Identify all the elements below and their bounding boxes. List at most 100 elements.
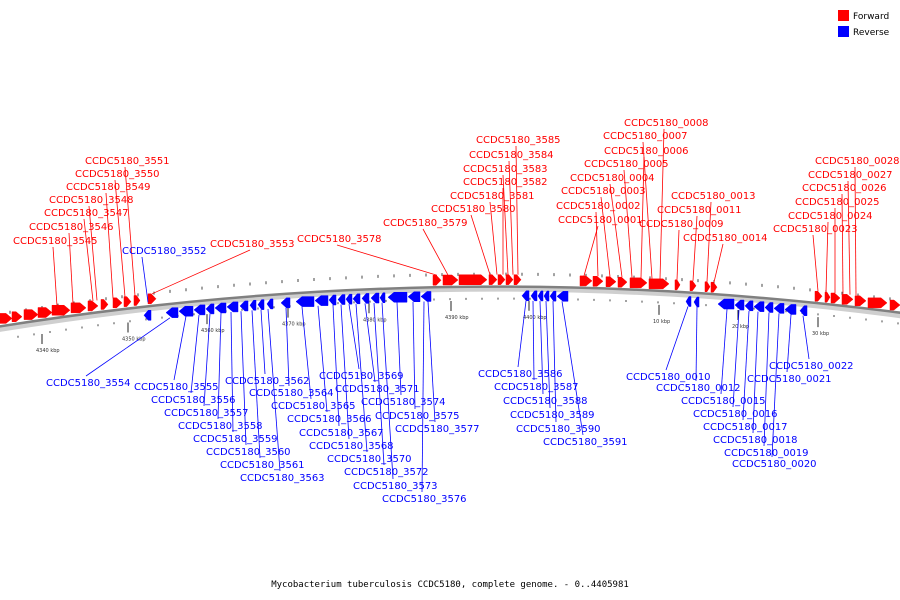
reverse-gene-arrow <box>521 290 530 302</box>
reverse-gene-label: CCDC5180_0010 <box>626 372 711 383</box>
forward-gene-label: CCDC5180_0002 <box>556 201 641 212</box>
forward-gene-label: CCDC5180_0013 <box>671 191 756 202</box>
reverse-leader-line <box>561 301 584 436</box>
forward-gene-label: CCDC5180_3578 <box>297 234 382 245</box>
forward-gene-arrow <box>592 276 604 287</box>
forward-leader-line <box>841 193 844 294</box>
forward-gene-arrow <box>11 311 23 322</box>
forward-gene-label: CCDC5180_3584 <box>469 150 554 161</box>
forward-leader-line <box>812 234 819 292</box>
forward-leader-line <box>642 141 653 279</box>
forward-gene-arrow <box>579 275 593 287</box>
forward-gene-arrow <box>442 274 459 286</box>
forward-gene-arrow <box>648 278 670 290</box>
reverse-gene-label: CCDC5180_3560 <box>206 447 291 458</box>
reverse-gene-label: CCDC5180_3574 <box>361 397 446 408</box>
forward-gene-arrow <box>497 274 506 285</box>
reverse-leader-line <box>260 309 266 375</box>
reverse-gene-arrow <box>420 291 432 302</box>
tick-label: 4390 kbp <box>445 315 469 321</box>
forward-gene-arrow <box>824 291 831 303</box>
forward-genes <box>0 274 900 324</box>
forward-leader-line <box>676 229 680 280</box>
forward-leader-line <box>105 192 114 299</box>
tick-label: 10 kbp <box>653 319 670 325</box>
reverse-gene-label: CCDC5180_0012 <box>656 383 741 394</box>
backbone-shadow <box>0 286 900 332</box>
reverse-gene-label: CCDC5180_0022 <box>769 361 854 372</box>
forward-gene-label: CCDC5180_3549 <box>66 182 151 193</box>
reverse-leader-line <box>285 307 290 387</box>
reverse-gene-arrow <box>361 293 370 304</box>
forward-leaders <box>52 128 857 306</box>
forward-leader-line <box>847 180 851 295</box>
reverse-gene-arrow <box>295 296 315 307</box>
reverse-leader-line <box>141 256 149 303</box>
reverse-gene-label: CCDC5180_3589 <box>510 410 595 421</box>
reverse-gene-arrow <box>280 297 291 309</box>
reverse-gene-label: CCDC5180_3576 <box>382 494 467 505</box>
forward-gene-arrow <box>854 295 867 307</box>
forward-leader-line <box>600 196 611 277</box>
reverse-gene-label: CCDC5180_3569 <box>319 371 404 382</box>
forward-gene-label: CCDC5180_0025 <box>795 197 880 208</box>
reverse-gene-arrow <box>178 305 194 317</box>
forward-gene-arrow <box>710 281 718 293</box>
reverse-gene-arrow <box>345 293 353 305</box>
reverse-leader-line <box>545 301 551 409</box>
reverse-gene-arrow <box>734 299 745 311</box>
forward-gene-label: CCDC5180_0027 <box>808 170 893 181</box>
reverse-leader-line <box>427 301 436 423</box>
reverse-leader-line <box>396 302 402 396</box>
legend-forward-swatch <box>838 10 849 21</box>
reverse-leaders <box>85 256 810 493</box>
reverse-leader-line <box>732 309 740 408</box>
reverse-gene-arrow <box>784 304 797 315</box>
reverse-gene-arrow <box>537 290 544 302</box>
reverse-gene-label: CCDC5180_0018 <box>713 435 798 446</box>
reverse-gene-label: CCDC5180_3562 <box>225 376 310 387</box>
reverse-gene-label: CCDC5180_3587 <box>494 382 579 393</box>
forward-gene-label: CCDC5180_3553 <box>210 239 295 250</box>
tick-label: 20 kbp <box>732 324 749 330</box>
reverse-gene-label: CCDC5180_3557 <box>164 408 249 419</box>
reverse-gene-label: CCDC5180_3567 <box>299 428 384 439</box>
forward-leader-line <box>88 205 98 301</box>
forward-gene-arrow <box>505 274 514 285</box>
reverse-gene-label: CCDC5180_3575 <box>375 411 460 422</box>
forward-gene-label: CCDC5180_0023 <box>773 224 858 235</box>
forward-gene-arrow <box>0 313 13 324</box>
reverse-leader-line <box>381 302 394 480</box>
reverse-leader-line <box>332 304 340 427</box>
forward-gene-arrow <box>488 274 498 285</box>
forward-gene-label: CCDC5180_0006 <box>604 146 689 157</box>
reverse-gene-label: CCDC5180_3573 <box>353 481 438 492</box>
forward-gene-arrow <box>147 293 157 305</box>
forward-leader-line <box>825 221 829 293</box>
reverse-leader-line <box>355 303 368 453</box>
reverse-gene-label: CCDC5180_0021 <box>747 374 832 385</box>
forward-leader-line <box>470 214 491 275</box>
reverse-leader-line <box>267 309 281 472</box>
forward-leader-line <box>659 128 665 279</box>
forward-gene-arrow <box>830 292 841 304</box>
forward-gene-label: CCDC5180_0005 <box>584 159 669 170</box>
reverse-leader-line <box>720 309 728 395</box>
reverse-gene-label: CCDC5180_0016 <box>693 409 778 420</box>
forward-gene-label: CCDC5180_0024 <box>788 211 873 222</box>
reverse-gene-arrow <box>407 291 421 303</box>
forward-leader-line <box>124 166 136 296</box>
forward-gene-arrow <box>841 294 854 305</box>
tick-label: 4400 kbp <box>523 315 547 321</box>
forward-gene-arrow <box>689 280 697 292</box>
forward-leader-line <box>68 232 74 304</box>
forward-leader-line <box>151 249 251 295</box>
reverse-gene-arrow <box>753 301 765 312</box>
reverse-gene-arrow <box>165 307 179 318</box>
reverse-gene-label: CCDC5180_3571 <box>335 384 420 395</box>
reverse-gene-arrow <box>257 299 265 310</box>
forward-gene-label: CCDC5180_3550 <box>75 169 160 180</box>
reverse-leader-line <box>373 303 385 466</box>
forward-leader-line <box>583 225 599 276</box>
